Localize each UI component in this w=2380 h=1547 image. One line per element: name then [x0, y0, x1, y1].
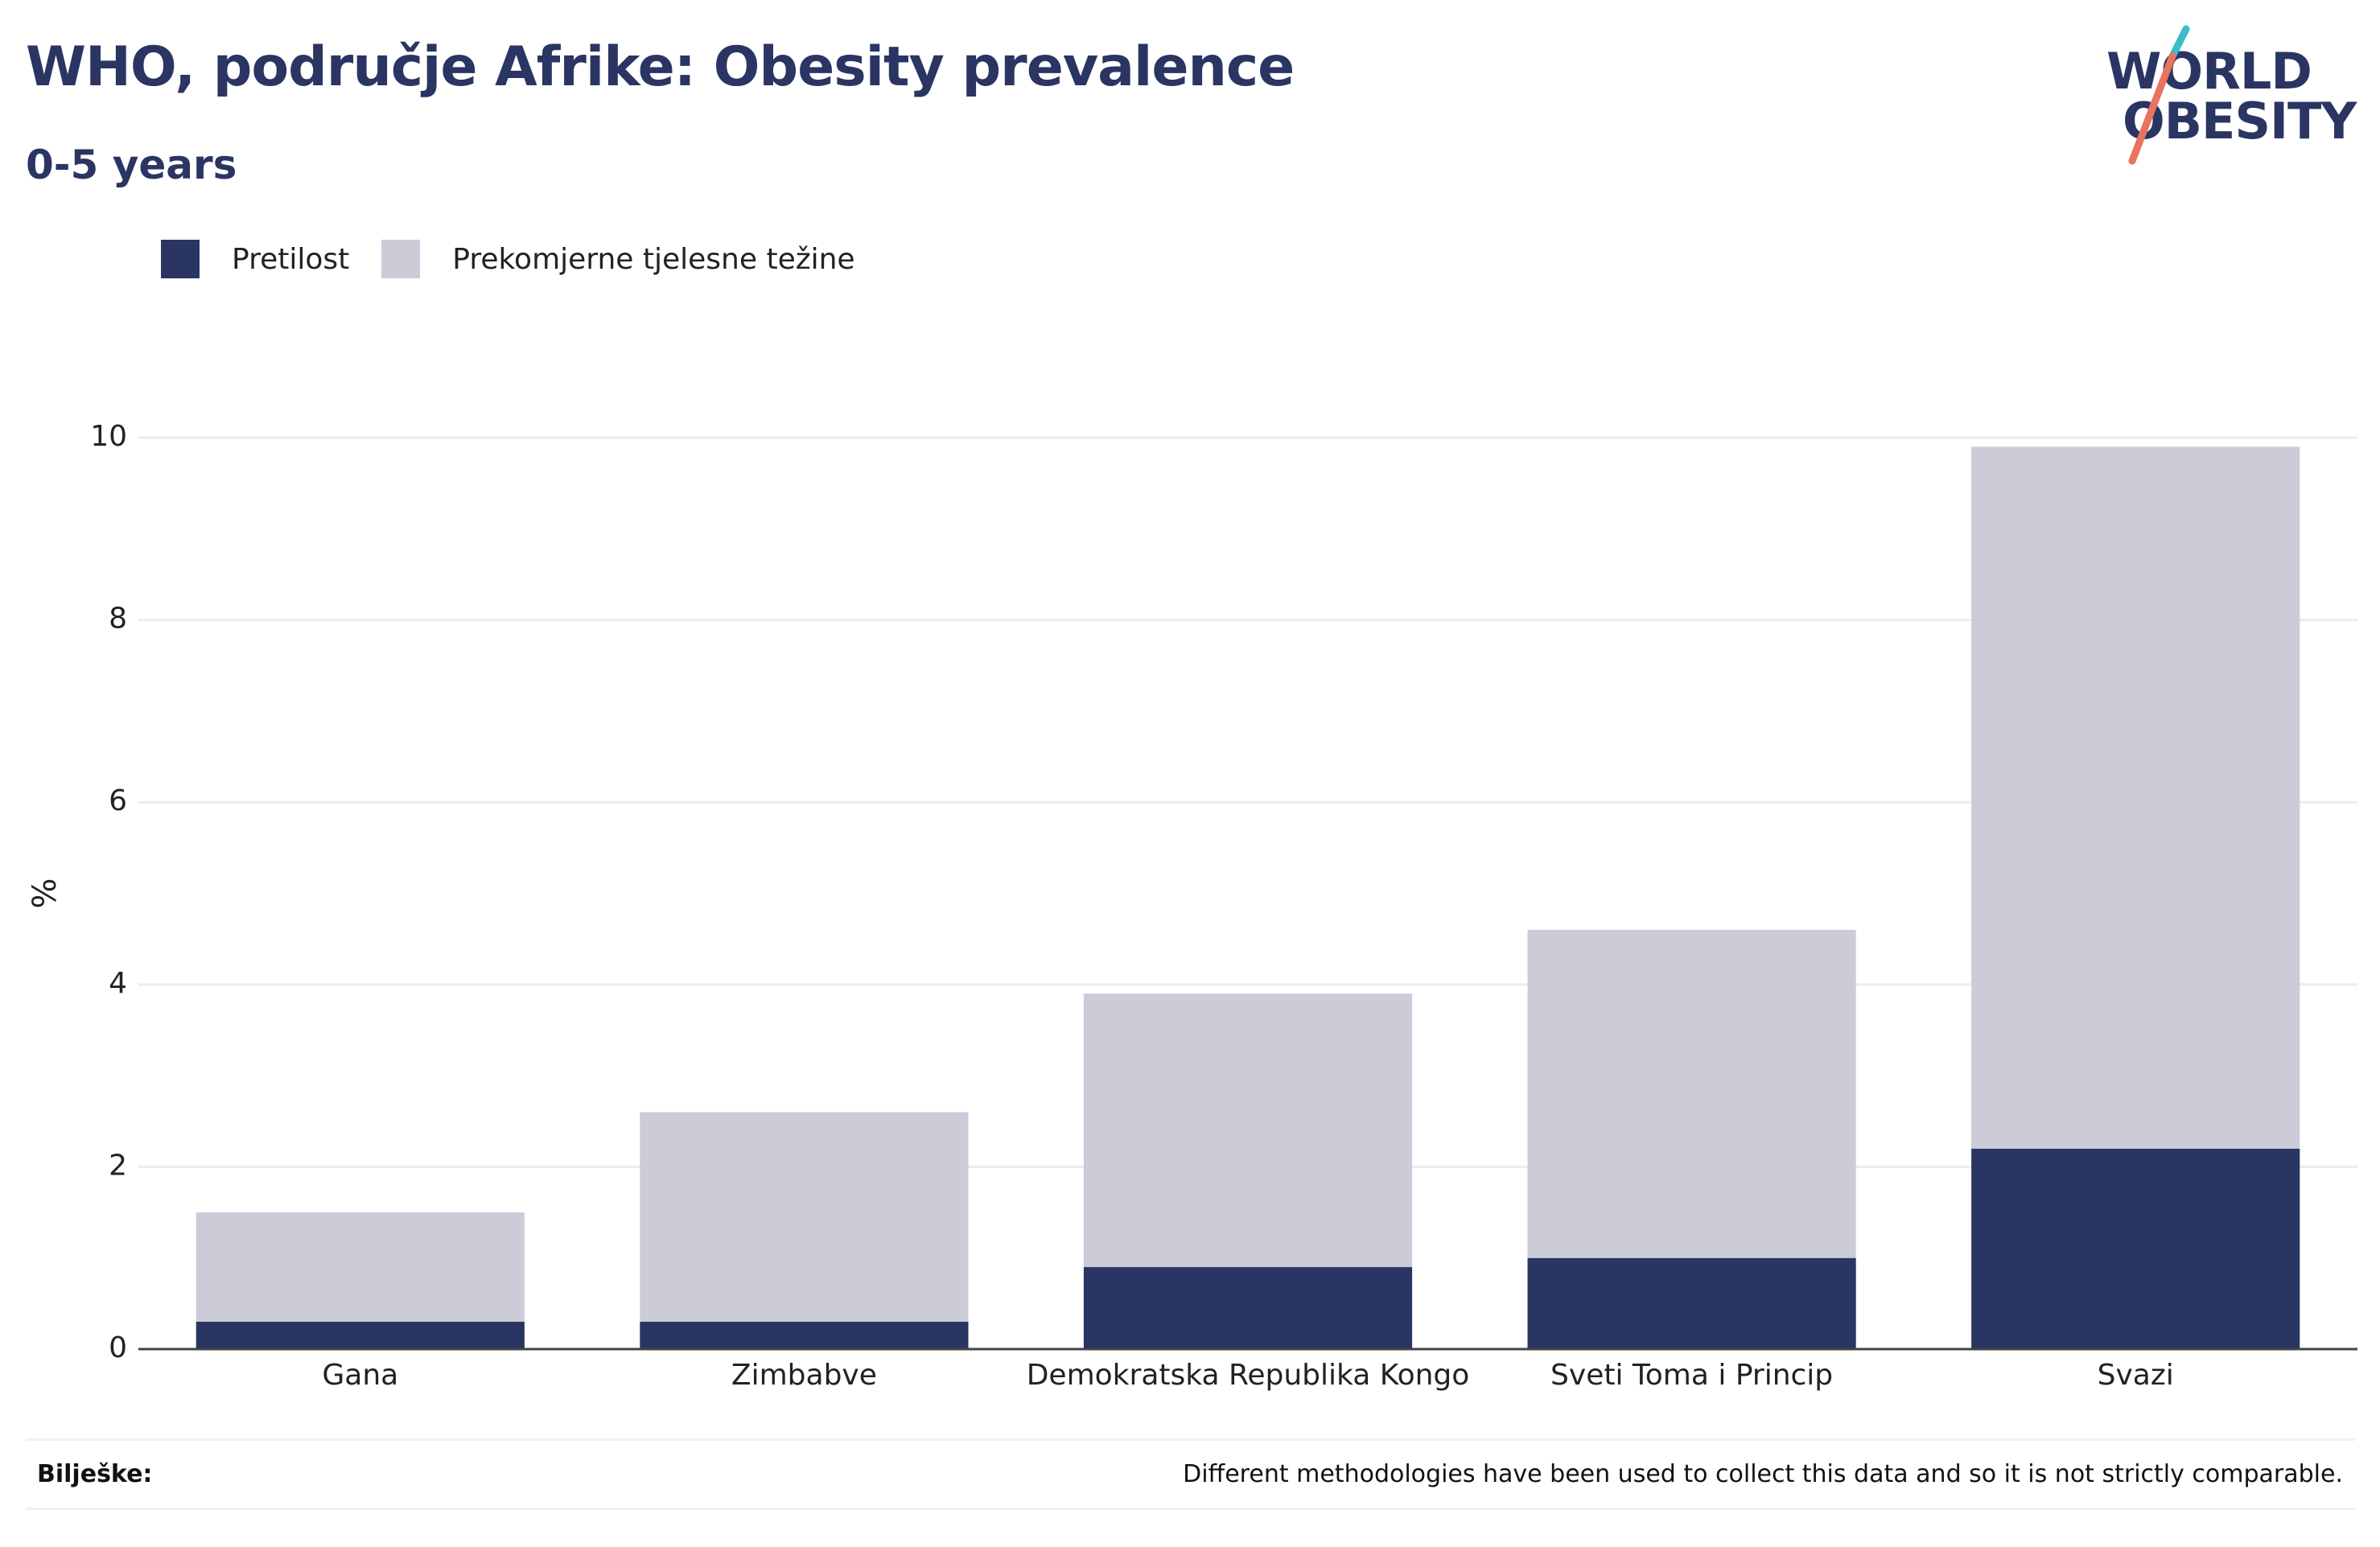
bar-pretilost: [196, 1322, 525, 1349]
world-obesity-logo: WORLD OBESITY: [2100, 24, 2366, 173]
legend-label: Pretilost: [232, 242, 350, 276]
footer-divider-top: [26, 1438, 2355, 1441]
legend-item-prekomjerne[interactable]: Prekomjerne tjelesne težine: [381, 240, 855, 278]
y-tick-label: 4: [109, 967, 127, 1000]
x-tick-label: Zimbabve: [731, 1359, 877, 1392]
legend-swatch: [161, 240, 200, 278]
y-tick-label: 6: [109, 784, 127, 817]
x-tick-label: Svazi: [2098, 1359, 2174, 1392]
logo-text-line2: OBESITY: [2123, 92, 2357, 150]
notes-text: Different methodologies have been used t…: [1183, 1460, 2343, 1488]
chart-legend: Pretilost Prekomjerne tjelesne težine: [161, 239, 887, 279]
chart-subtitle: 0-5 years: [26, 142, 237, 188]
chart-title: WHO, područje Afrike: Obesity prevalence: [26, 35, 1295, 99]
bar-pretilost: [1083, 1267, 1413, 1349]
x-tick-label: Gana: [322, 1359, 398, 1392]
x-tick-label: Demokratska Republika Kongo: [1027, 1359, 1470, 1392]
logo-slash-icon: [2128, 25, 2190, 165]
bar-pretilost: [1971, 1148, 2300, 1349]
legend-swatch: [381, 240, 421, 278]
legend-item-pretilost[interactable]: Pretilost: [161, 240, 349, 278]
legend-label: Prekomjerne tjelesne težine: [452, 242, 855, 276]
bar-prekomjerne: [1971, 446, 2300, 1149]
bar-pretilost: [640, 1322, 969, 1349]
bar-prekomjerne: [1527, 929, 1856, 1258]
bar-prekomjerne: [196, 1212, 525, 1323]
y-tick-label: 10: [90, 420, 127, 453]
notes-label: Bilješke:: [37, 1460, 153, 1488]
bar-pretilost: [1527, 1257, 1856, 1349]
y-tick-label: 0: [109, 1331, 127, 1364]
bar-prekomjerne: [640, 1112, 969, 1323]
chart-plot: 0 2 4 6 8 10% Gana Zimbabve Demokratska Republik…: [27, 420, 2357, 1392]
x-tick-label: Sveti Toma i Princip: [1550, 1359, 1833, 1392]
footer-divider-bottom: [26, 1508, 2355, 1510]
y-tick-label: 8: [109, 603, 127, 636]
y-tick-label: 2: [109, 1149, 127, 1182]
logo-text-line1: WORLD: [2106, 42, 2312, 101]
bar-prekomjerne: [1083, 994, 1413, 1268]
y-axis-label: %: [27, 878, 64, 908]
